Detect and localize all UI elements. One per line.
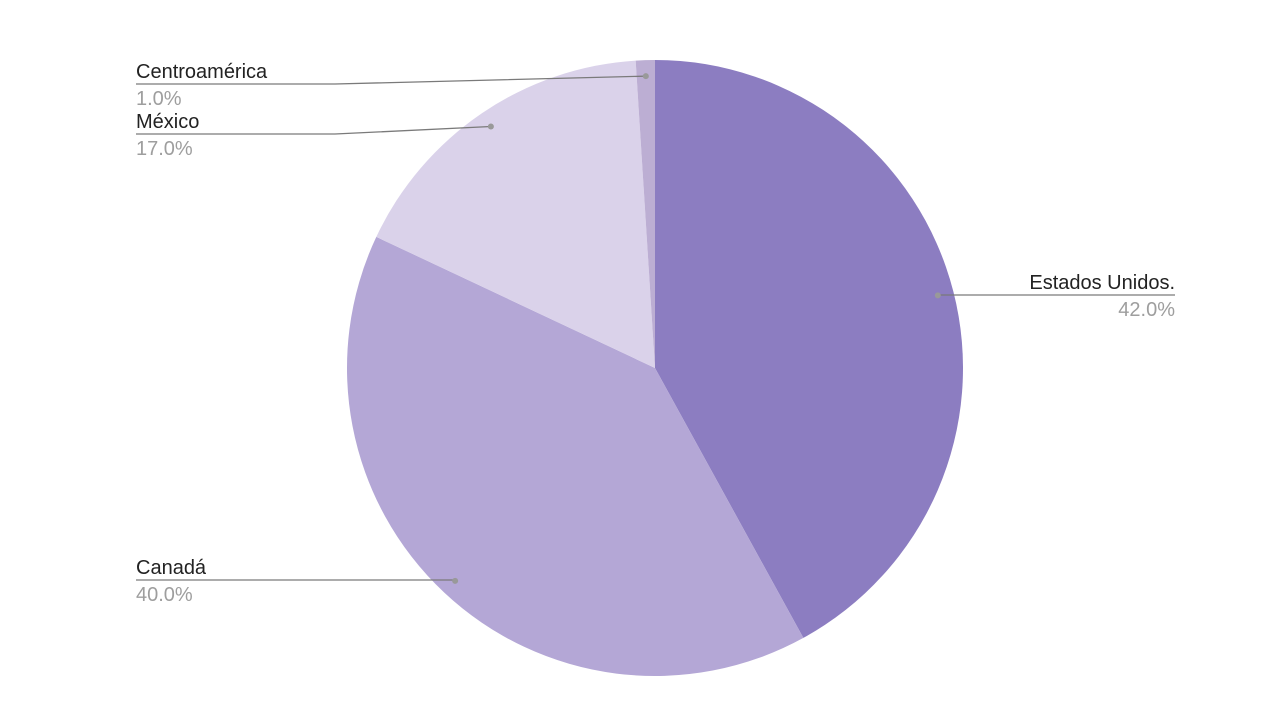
slice-value-label: 1.0% [136, 88, 182, 110]
leader-dot [934, 292, 941, 299]
pie-slice [655, 60, 963, 638]
leader-dot [452, 577, 459, 584]
leader-dot [642, 73, 649, 80]
slice-label: Estados Unidos. [1029, 272, 1175, 294]
leader-line [136, 125, 491, 135]
leader-line [136, 75, 646, 85]
slice-label: Canadá [136, 557, 207, 579]
pie-slice [347, 236, 804, 676]
slice-value-label: 42.0% [1118, 299, 1175, 321]
slice-label: Centroamérica [136, 61, 268, 83]
leader-dot [487, 123, 494, 130]
slice-label: México [136, 111, 199, 133]
pie-slice [635, 60, 655, 368]
pie-slice [376, 60, 655, 369]
slice-value-label: 40.0% [136, 584, 193, 606]
slice-value-label: 17.0% [136, 138, 193, 160]
